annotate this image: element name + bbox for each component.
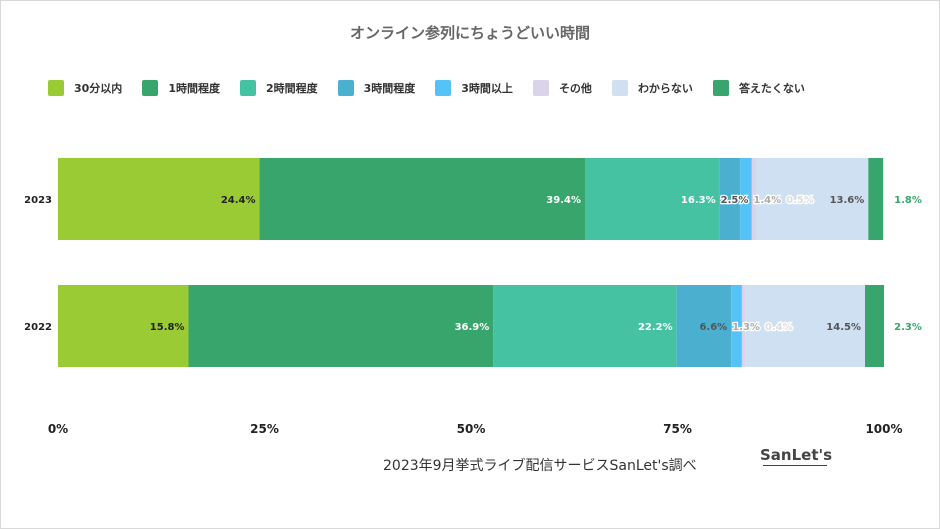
legend-label: わからない xyxy=(637,82,693,95)
data-label: 13.6% xyxy=(830,195,865,206)
data-label: 15.8% xyxy=(150,322,185,333)
legend-label: 1時間程度 xyxy=(168,82,220,95)
legend-swatch xyxy=(712,80,729,96)
bar-segment xyxy=(751,158,756,240)
data-label: 0.5% xyxy=(786,195,814,206)
legend-item: 1時間程度 xyxy=(142,80,220,96)
data-label: 36.9% xyxy=(455,322,490,333)
bar-segment xyxy=(259,158,585,240)
legend-label: その他 xyxy=(558,82,592,95)
x-tick-label: 100% xyxy=(865,422,902,436)
data-label: 0.4% xyxy=(765,322,793,333)
bar-segment xyxy=(731,285,742,367)
bar-segment xyxy=(755,158,869,240)
bar-segment xyxy=(188,285,494,367)
bar-segment xyxy=(719,158,741,240)
legend-item: 30分以内 xyxy=(48,80,122,96)
data-label: 39.4% xyxy=(546,195,581,206)
chart-title: オンライン参列にちょうどいい時間 xyxy=(349,24,590,42)
legend-label: 30分以内 xyxy=(74,82,123,95)
data-label: 14.5% xyxy=(826,322,861,333)
legend-label: 3時間程度 xyxy=(363,82,416,95)
data-label: 22.2% xyxy=(638,322,673,333)
bar-segment xyxy=(584,158,720,240)
legend-label: 答えたくない xyxy=(738,82,805,95)
bar-segment xyxy=(740,158,752,240)
legend-item: 3時間以上 xyxy=(435,80,513,96)
bar-segment xyxy=(58,285,189,367)
category-label: 2022 xyxy=(24,322,52,333)
bar-segment xyxy=(741,285,746,367)
source-note: 2023年9月挙式ライブ配信サービスSanLet's調べ xyxy=(383,458,697,474)
x-tick-label: 75% xyxy=(663,422,692,436)
bar-segment xyxy=(868,158,884,240)
legend-swatch xyxy=(435,80,452,96)
data-label: 1.4% xyxy=(753,195,781,206)
bar-segment xyxy=(493,285,677,367)
bar-segment xyxy=(865,285,884,367)
legend-swatch xyxy=(239,80,256,96)
legend-item: 2時間程度 xyxy=(239,80,318,96)
legend-item: その他 xyxy=(532,80,592,96)
data-label: 6.6% xyxy=(699,322,727,333)
legend-item: 3時間程度 xyxy=(337,80,416,96)
legend-item: 答えたくない xyxy=(712,80,805,96)
data-label: 1.3% xyxy=(732,322,760,333)
data-label: 1.8% xyxy=(894,195,922,206)
x-tick-label: 0% xyxy=(48,422,68,436)
bar-segment xyxy=(58,158,260,240)
logo-divider xyxy=(763,465,827,466)
legend-swatch xyxy=(48,80,64,96)
x-tick-label: 25% xyxy=(250,422,279,436)
legend-label: 3時間以上 xyxy=(461,82,513,95)
bar-segment xyxy=(745,285,866,367)
data-label: 24.4% xyxy=(221,195,256,206)
legend: 30分以内 1時間程度 2時間程度 3時間程度 3時間以上 その他 わからない 答えたくない xyxy=(48,80,825,96)
legend-item: わからない xyxy=(611,80,693,96)
x-tick-label: 50% xyxy=(457,422,486,436)
sanlets-logo: SanLet's xyxy=(760,430,833,480)
legend-swatch xyxy=(337,80,354,96)
data-label: 16.3% xyxy=(681,195,716,206)
legend-swatch xyxy=(611,80,628,96)
data-label: 2.3% xyxy=(894,322,922,333)
logo-text: SanLet's xyxy=(760,446,833,464)
data-label: 2.5% xyxy=(721,195,749,206)
legend-swatch xyxy=(142,80,159,96)
legend-label: 2時間程度 xyxy=(265,82,318,95)
category-label: 2023 xyxy=(24,195,52,206)
legend-swatch xyxy=(532,80,549,96)
bar-segment xyxy=(676,285,732,367)
